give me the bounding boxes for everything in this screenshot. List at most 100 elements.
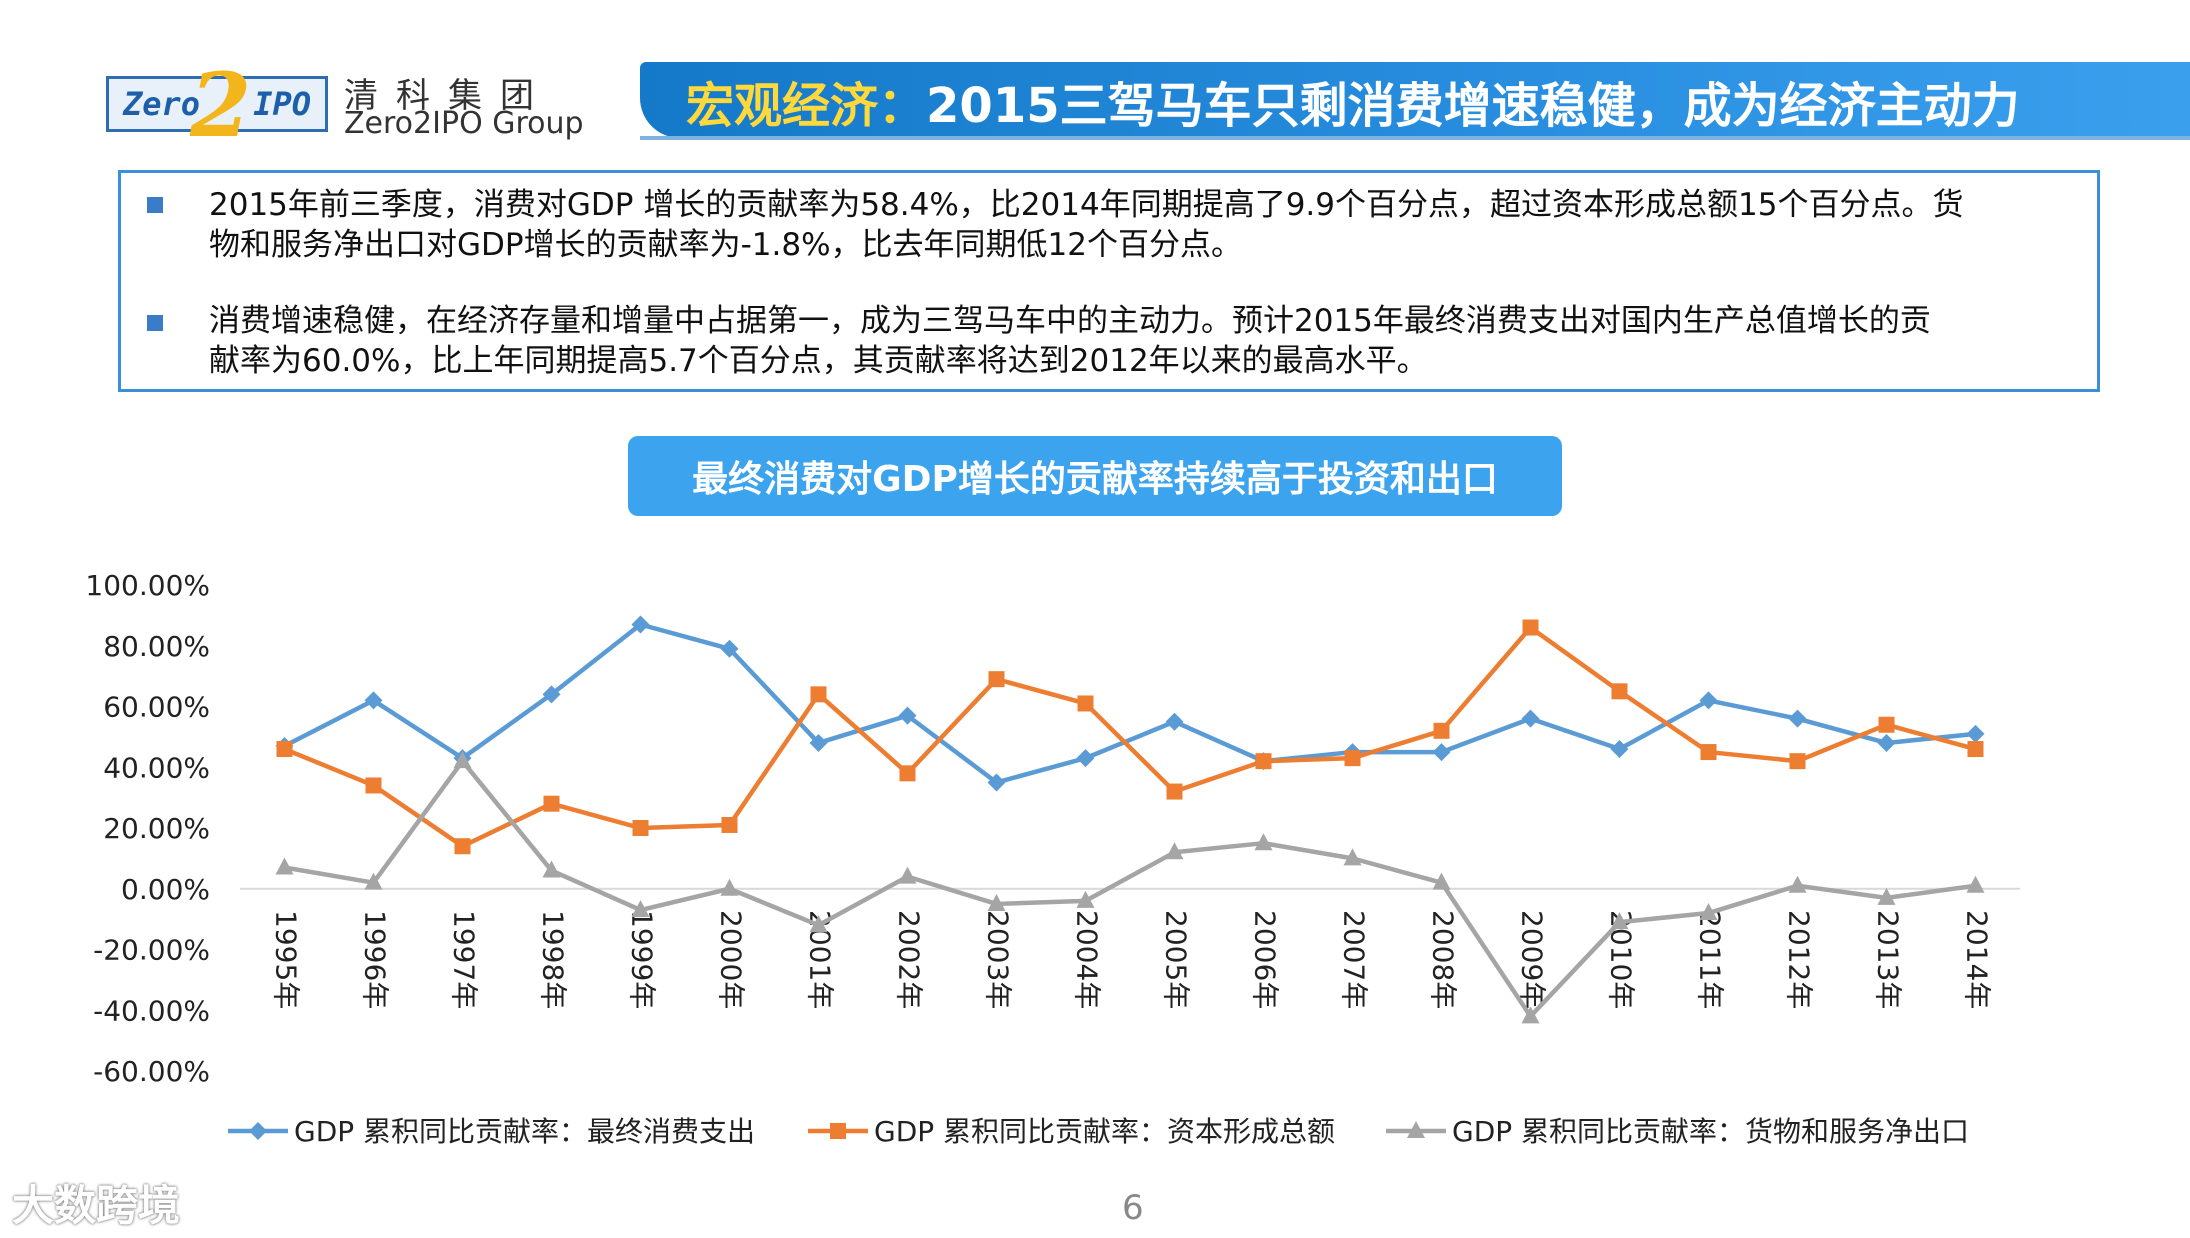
- data-point: [364, 872, 383, 890]
- data-point: [632, 820, 649, 836]
- x-tick-label: 2008年: [1427, 910, 1460, 1009]
- x-tick-label: 1998年: [537, 910, 570, 1009]
- data-point: [1076, 749, 1095, 768]
- legend-marker: [249, 1122, 267, 1140]
- bullet-square-icon: [147, 197, 163, 213]
- legend-label: GDP 累积同比贡献率：最终消费支出: [294, 1115, 755, 1148]
- data-point: [720, 878, 739, 896]
- data-point: [1522, 619, 1539, 636]
- data-point: [1699, 691, 1718, 710]
- data-point: [720, 639, 739, 658]
- data-point: [543, 795, 560, 812]
- page-number: 6: [1122, 1188, 1144, 1228]
- data-point: [1254, 833, 1273, 851]
- data-point: [1789, 753, 1806, 770]
- data-point: [1788, 709, 1807, 728]
- data-point: [1967, 741, 1984, 758]
- data-point: [1165, 712, 1184, 731]
- data-point: [364, 691, 383, 710]
- data-point: [721, 816, 738, 833]
- data-point: [1344, 750, 1361, 767]
- data-point: [1076, 890, 1095, 908]
- y-tick-label: 80.00%: [103, 630, 210, 663]
- legend-label: GDP 累积同比贡献率：货物和服务净出口: [1452, 1115, 1969, 1148]
- data-point: [1077, 695, 1094, 712]
- x-tick-label: 1995年: [270, 910, 303, 1009]
- data-point: [542, 860, 561, 878]
- data-point: [631, 900, 650, 918]
- y-tick-label: -20.00%: [93, 934, 210, 967]
- x-tick-label: 2014年: [1961, 910, 1994, 1009]
- watermark: 大数跨境: [12, 1181, 181, 1230]
- x-tick-label: 2009年: [1516, 910, 1549, 1009]
- data-point: [542, 685, 561, 704]
- bullet-text-2: 消费增速稳健，在经济存量和增量中占据第一，成为三驾马车中的主动力。预计2015年…: [209, 301, 2067, 381]
- logo-text-right: IPO: [253, 85, 311, 123]
- data-point: [1521, 1006, 1540, 1024]
- logo: Zero IPO: [106, 76, 328, 132]
- data-point: [809, 733, 828, 752]
- x-tick-label: 2006年: [1249, 910, 1282, 1009]
- legend-label: GDP 累积同比贡献率：资本形成总额: [874, 1115, 1335, 1148]
- data-point: [1877, 733, 1896, 752]
- bullet-1-line-1: 2015年前三季度，消费对GDP 增长的贡献率为58.4%，比2014年同期提高…: [209, 187, 1964, 223]
- data-point: [1788, 875, 1807, 893]
- y-tick-label: 40.00%: [103, 751, 210, 784]
- data-point: [276, 741, 293, 758]
- bullet-1-line-2: 物和服务净出口对GDP增长的贡献率为-1.8%，比去年同期低12个百分点。: [209, 227, 1242, 263]
- data-point: [1877, 887, 1896, 905]
- data-point: [1432, 743, 1451, 762]
- brand-name-cn: 清科集团: [344, 76, 552, 116]
- data-point: [1343, 848, 1362, 866]
- title-bar: [640, 62, 2190, 138]
- data-point: [1432, 872, 1451, 890]
- data-point: [1878, 716, 1895, 733]
- x-tick-label: 1997年: [448, 910, 481, 1009]
- x-tick-label: 2003年: [982, 910, 1015, 1009]
- bullet-2-line-2: 献率为60.0%，比上年同期提高5.7个百分点，其贡献率将达到2012年以来的最…: [209, 343, 1428, 379]
- data-point: [809, 915, 828, 933]
- series-line-1: [283, 622, 1976, 785]
- y-tick-label: 20.00%: [103, 812, 210, 845]
- data-point: [1699, 903, 1718, 921]
- data-point: [454, 838, 471, 855]
- data-point: [898, 866, 917, 884]
- data-point: [988, 671, 1005, 688]
- data-point: [1966, 875, 1985, 893]
- data-point: [365, 777, 382, 794]
- series-line-2: [283, 625, 1977, 849]
- data-point: [1255, 753, 1272, 770]
- x-tick-label: 1999年: [626, 910, 659, 1009]
- legend-marker: [1407, 1121, 1425, 1138]
- bullet-square-icon: [147, 315, 163, 331]
- data-point: [1966, 724, 1985, 743]
- data-point: [1700, 744, 1717, 761]
- summary-box: 2015年前三季度，消费对GDP 增长的贡献率为58.4%，比2014年同期提高…: [118, 170, 2100, 392]
- brand-name-en: Zero2IPO Group: [344, 106, 584, 141]
- data-point: [453, 751, 472, 769]
- series-line-3: [284, 758, 1976, 1019]
- y-tick-label: -60.00%: [93, 1055, 210, 1088]
- x-tick-label: 2002年: [893, 910, 926, 1009]
- logo-text-left: Zero: [123, 85, 201, 123]
- data-point: [987, 773, 1006, 792]
- data-point: [899, 765, 916, 782]
- data-point: [1610, 912, 1629, 930]
- data-point: [810, 686, 827, 703]
- bullet-text-1: 2015年前三季度，消费对GDP 增长的贡献率为58.4%，比2014年同期提高…: [209, 185, 2067, 265]
- data-point: [631, 615, 650, 634]
- x-tick-label: 2005年: [1160, 910, 1193, 1009]
- x-tick-label: 2007年: [1338, 910, 1371, 1009]
- x-tick-label: 2012年: [1783, 910, 1816, 1009]
- data-point: [1521, 709, 1540, 728]
- bullet-2-line-1: 消费增速稳健，在经济存量和增量中占据第一，成为三驾马车中的主动力。预计2015年…: [209, 303, 1931, 339]
- x-tick-label: 2004年: [1071, 910, 1104, 1009]
- data-point: [898, 706, 917, 725]
- y-tick-label: 0.00%: [121, 873, 210, 906]
- chart-title: 最终消费对GDP增长的贡献率持续高于投资和出口: [628, 436, 1562, 516]
- data-point: [1611, 683, 1628, 700]
- x-tick-label: 1996年: [359, 910, 392, 1009]
- page-title-rest: 2015三驾马车只剩消费增速稳健，成为经济主动力: [926, 78, 2020, 134]
- data-point: [987, 893, 1006, 911]
